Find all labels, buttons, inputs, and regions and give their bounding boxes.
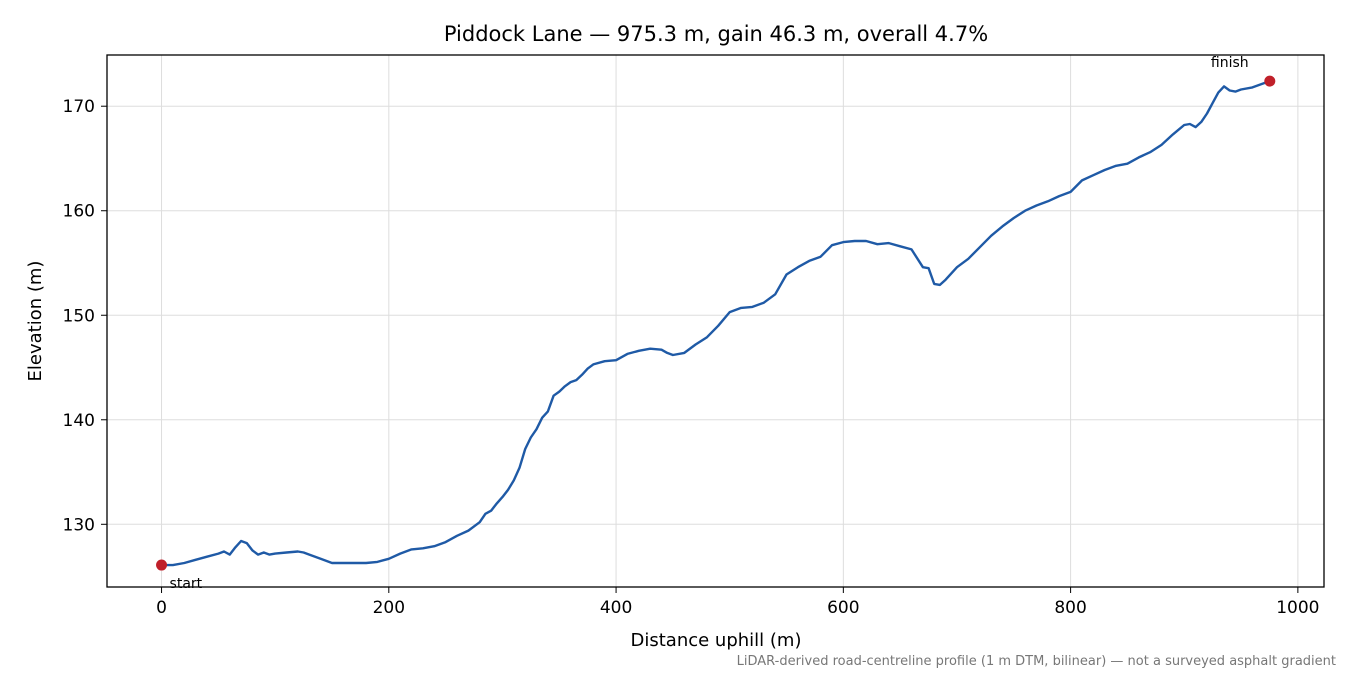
series-layer: start finish (156, 55, 1276, 592)
start-label: start (170, 576, 203, 592)
x-tick-label: 400 (600, 598, 632, 618)
y-tick-label: 140 (63, 411, 95, 431)
footnote: LiDAR-derived road-centreline profile (1… (737, 654, 1336, 669)
start-marker (156, 559, 168, 571)
chart-title: Piddock Lane — 975.3 m, gain 46.3 m, ove… (444, 22, 988, 46)
y-tick-label: 130 (63, 515, 95, 535)
x-tick-label: 1000 (1276, 598, 1319, 618)
elevation-line (160, 79, 1271, 567)
finish-label: finish (1211, 55, 1249, 71)
y-tick-label: 170 (63, 97, 95, 117)
plot-frame (106, 54, 1325, 588)
x-tick-label: 800 (1054, 598, 1086, 618)
y-axis-label: Elevation (m) (25, 261, 46, 382)
y-tick-label: 150 (63, 306, 95, 326)
grid-lines (107, 55, 1324, 587)
x-tick-label: 200 (373, 598, 405, 618)
finish-marker (1264, 75, 1276, 87)
y-tick-label: 160 (63, 202, 95, 222)
axis-ticks: 0 200 400 600 800 1000 130 140 150 160 170 (63, 97, 1320, 618)
x-tick-label: 600 (827, 598, 859, 618)
x-axis-label: Distance uphill (m) (631, 630, 802, 651)
x-tick-label: 0 (156, 598, 167, 618)
